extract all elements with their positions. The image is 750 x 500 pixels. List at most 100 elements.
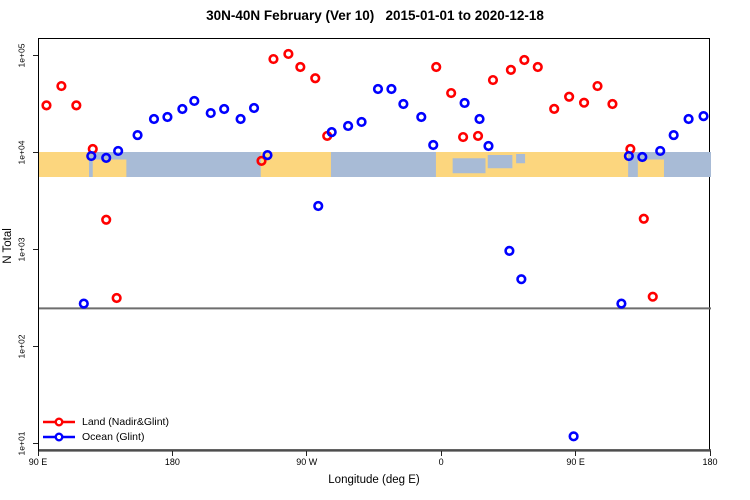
y-tick-mark [33, 248, 38, 250]
data-point-land [487, 74, 499, 86]
x-tick-label: 90 W [296, 457, 318, 467]
data-point-land [607, 98, 618, 110]
data-point-land [647, 291, 658, 302]
data-point-ocean [568, 431, 579, 442]
data-point-ocean [313, 200, 324, 212]
y-axis-label: N Total [2, 228, 14, 264]
data-point-land [295, 61, 306, 73]
data-point-ocean [86, 150, 97, 162]
y-tick-mark [33, 151, 38, 153]
data-point-ocean [356, 116, 367, 128]
legend-item: Land (Nadir&Glint) [42, 414, 169, 429]
data-point-ocean [148, 113, 160, 125]
legend-item-label: Ocean (Glint) [82, 430, 145, 443]
x-axis-label: Longitude (deg E) [328, 474, 420, 486]
x-tick-label: 90 E [566, 457, 585, 467]
data-point-ocean [132, 129, 143, 141]
data-point-land [256, 155, 267, 166]
y-tick-mark [33, 345, 38, 347]
data-point-land [578, 97, 590, 108]
data-point-ocean [683, 113, 694, 125]
data-point-ocean [637, 151, 648, 163]
data-point-land [549, 103, 560, 114]
map-strip-sea-patch [487, 155, 513, 169]
legend-item-label: Land (Nadir&Glint) [82, 415, 169, 428]
data-point-land [505, 64, 516, 75]
x-tick-label: 180 [164, 457, 180, 467]
y-tick-label: 1e+04 [16, 140, 27, 164]
data-point-ocean [219, 103, 230, 115]
legend-series-marker [43, 432, 75, 441]
x-tick-mark [306, 451, 308, 456]
data-point-land [519, 54, 530, 66]
data-point-land [310, 73, 321, 84]
y-tick-label: 1e+03 [16, 237, 27, 261]
data-point-ocean [698, 111, 709, 122]
data-point-ocean [101, 152, 112, 164]
x-tick-mark [709, 451, 711, 456]
legend-series-marker [43, 417, 75, 426]
data-point-land [101, 214, 112, 225]
data-point-ocean [343, 120, 354, 132]
data-point-land [56, 80, 67, 92]
plot-area: Land (Nadir&Glint) Ocean (Glint) [38, 38, 711, 452]
map-strip-land [637, 159, 664, 177]
legend: Land (Nadir&Glint) Ocean (Glint) [42, 414, 169, 444]
data-point-land [268, 53, 279, 65]
data-point-ocean [78, 298, 89, 309]
data-point-ocean [428, 139, 439, 151]
chart-title: 30N-40N February (Ver 10) 2015-01-01 to … [206, 8, 544, 23]
x-tick-label: 0 [438, 457, 444, 467]
data-point-land [111, 292, 122, 304]
data-point-land [41, 100, 52, 111]
data-point-ocean [474, 113, 485, 125]
data-point-ocean [655, 145, 666, 157]
x-tick-mark [37, 451, 39, 456]
data-point-ocean [483, 140, 494, 152]
data-point-land [283, 48, 294, 60]
data-point-ocean [623, 150, 634, 162]
y-tick-label: 1e+01 [16, 431, 27, 455]
data-point-ocean [398, 98, 409, 110]
y-tick-mark [33, 442, 38, 444]
data-point-land [592, 80, 603, 92]
data-point-ocean [248, 102, 260, 114]
data-point-ocean [416, 111, 427, 123]
x-tick-mark [440, 451, 442, 456]
data-point-ocean [235, 113, 246, 125]
data-point-land [431, 61, 442, 73]
data-point-ocean [372, 83, 384, 95]
data-point-ocean [162, 111, 173, 123]
y-tick-label: 1e+02 [16, 334, 27, 358]
y-tick-mark [33, 54, 38, 56]
data-point-land [71, 100, 82, 111]
data-point-ocean [205, 107, 216, 119]
data-point-ocean [326, 127, 337, 138]
data-point-ocean [516, 274, 527, 285]
legend-item: Ocean (Glint) [42, 429, 169, 444]
x-tick-label: 90 E [28, 457, 48, 467]
map-strip-land [92, 159, 127, 177]
data-point-land [638, 213, 649, 224]
data-point-ocean [459, 97, 470, 109]
data-point-land [472, 130, 484, 142]
y-tick-label: 1e+05 [16, 43, 27, 67]
map-strip-sea-patch [516, 154, 526, 164]
plot-canvas [39, 48, 711, 452]
x-tick-label: 180 [702, 457, 718, 467]
map-strip-land [39, 152, 90, 177]
data-point-land [532, 61, 543, 73]
data-point-ocean [616, 298, 627, 309]
data-point-ocean [262, 150, 273, 161]
data-point-ocean [386, 83, 397, 95]
data-point-ocean [113, 145, 124, 157]
data-point-ocean [189, 95, 200, 107]
data-point-land [446, 87, 457, 99]
x-tick-mark [575, 451, 577, 456]
data-point-ocean [177, 103, 188, 115]
x-tick-mark [171, 451, 173, 456]
data-point-land [458, 131, 469, 143]
map-strip-sea-patch [452, 158, 486, 174]
data-point-land [564, 91, 575, 102]
